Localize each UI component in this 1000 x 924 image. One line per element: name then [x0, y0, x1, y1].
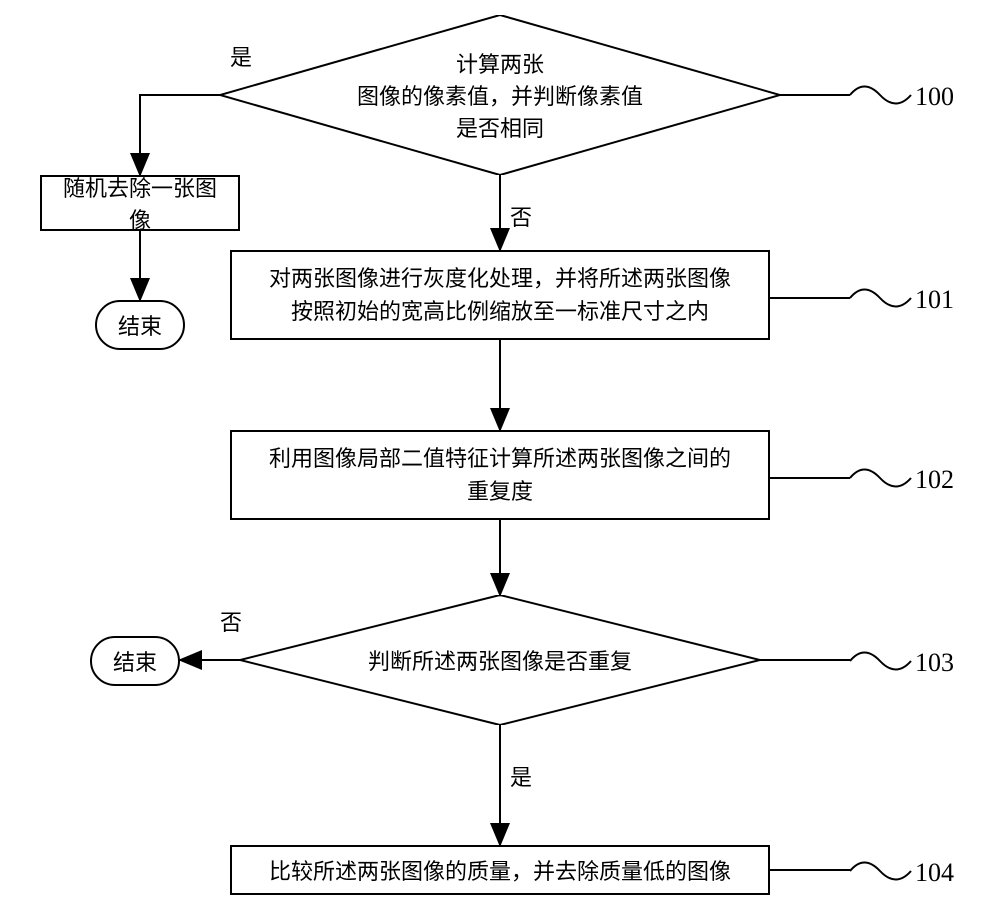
terminator-end2: 结束	[90, 636, 180, 686]
tilde-104	[848, 856, 913, 886]
decision-100-line2: 图像的像素值，并判断像素值	[357, 79, 643, 111]
process-104-text: 比较所述两张图像的质量，并去除质量低的图像	[269, 854, 731, 886]
process-102: 利用图像局部二值特征计算所述两张图像之间的 重复度	[230, 430, 770, 520]
terminator-end2-text: 结束	[113, 645, 157, 677]
decision-103: 判断所述两张图像是否重复	[320, 638, 680, 682]
process-102-line1: 利用图像局部二值特征计算所述两张图像之间的	[269, 442, 731, 475]
label-yes-100: 是	[230, 40, 252, 72]
process-102-line2: 重复度	[269, 475, 731, 508]
terminator-end1-text: 结束	[118, 309, 162, 341]
label-no-103: 否	[220, 605, 242, 637]
tilde-101	[848, 283, 913, 313]
tilde-103	[848, 646, 913, 676]
tilde-102	[848, 463, 913, 493]
decision-100-line3: 是否相同	[456, 111, 544, 143]
decision-100-line1: 计算两张	[456, 47, 544, 79]
process-104: 比较所述两张图像的质量，并去除质量低的图像	[230, 845, 770, 895]
decision-100: 计算两张 图像的像素值，并判断像素值 是否相同	[280, 32, 720, 158]
tilde-100	[848, 80, 913, 110]
step-101: 101	[915, 285, 954, 315]
step-103: 103	[915, 648, 954, 678]
process-101-line1: 对两张图像进行灰度化处理，并将所述两张图像	[269, 262, 731, 295]
step-102: 102	[915, 465, 954, 495]
label-no-100: 否	[510, 200, 532, 232]
decision-103-text: 判断所述两张图像是否重复	[368, 644, 632, 676]
label-yes-103: 是	[510, 760, 532, 792]
step-100: 100	[915, 82, 954, 112]
process-remove-text: 随机去除一张图像	[54, 171, 226, 235]
process-remove: 随机去除一张图像	[40, 175, 240, 231]
step-104: 104	[915, 858, 954, 888]
terminator-end1: 结束	[95, 300, 185, 350]
process-101: 对两张图像进行灰度化处理，并将所述两张图像 按照初始的宽高比例缩放至一标准尺寸之…	[230, 250, 770, 340]
process-101-line2: 按照初始的宽高比例缩放至一标准尺寸之内	[269, 295, 731, 328]
